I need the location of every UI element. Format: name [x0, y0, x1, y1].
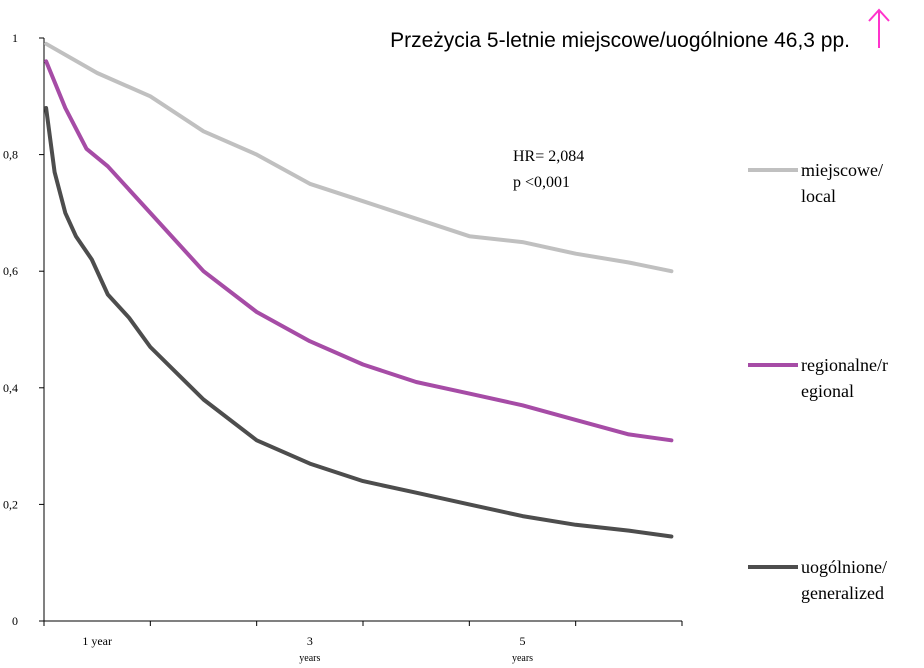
series-lines — [44, 41, 674, 539]
legend: miejscowe/local regionalne/r egional uogóln… — [748, 160, 888, 603]
title-group: Przeżycia 5-letnie miejscowe/uogólnione … — [390, 8, 890, 52]
legend-label: uogólnione/ — [801, 557, 887, 577]
y-tick-label: 1 — [12, 31, 18, 45]
legend-label: miejscowe/ — [801, 160, 883, 180]
legend-label: local — [801, 186, 836, 206]
y-tick-label: 0,2 — [3, 497, 18, 511]
annotation-text: p <0,001 — [513, 174, 570, 191]
annotation-text: HR= 2,084 — [513, 148, 584, 165]
axes: 0 0,2 0,4 0,6 0,8 1 1 year 3 years 5 years — [3, 31, 683, 664]
legend-label: generalized — [801, 583, 884, 603]
y-tick-label: 0,6 — [3, 264, 18, 278]
x-tick-sublabel: years — [512, 653, 533, 664]
series-line — [44, 59, 674, 443]
y-tick-label: 0,8 — [3, 148, 18, 162]
y-tick-label: 0 — [12, 614, 18, 628]
y-tick-label: 0,4 — [3, 381, 18, 395]
x-tick-label: 3 — [307, 634, 313, 648]
legend-label: regionalne/r — [801, 355, 888, 375]
series-line — [44, 106, 674, 539]
x-tick-label: 1 year — [82, 634, 112, 648]
chart-title: Przeżycia 5-letnie miejscowe/uogólnione … — [390, 29, 850, 52]
x-tick-sublabel: years — [299, 653, 320, 664]
x-tick-label: 5 — [520, 634, 526, 648]
series-line — [44, 41, 674, 274]
up-arrow-icon — [868, 8, 890, 48]
annotations: HR= 2,084 p <0,001 — [513, 148, 584, 191]
legend-label: egional — [801, 381, 854, 401]
